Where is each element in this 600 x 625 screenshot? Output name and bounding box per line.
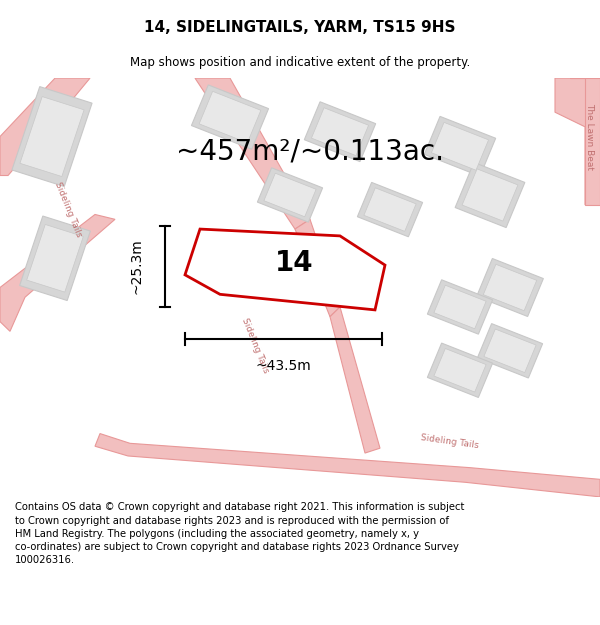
Polygon shape bbox=[434, 285, 486, 329]
Polygon shape bbox=[295, 219, 340, 317]
Polygon shape bbox=[434, 349, 486, 392]
Polygon shape bbox=[431, 122, 488, 170]
Polygon shape bbox=[264, 173, 316, 217]
Polygon shape bbox=[364, 188, 416, 231]
Polygon shape bbox=[484, 329, 536, 372]
Polygon shape bbox=[20, 97, 84, 176]
Text: Sideling Tails: Sideling Tails bbox=[53, 181, 83, 239]
Polygon shape bbox=[304, 102, 376, 162]
Text: ~25.3m: ~25.3m bbox=[130, 239, 144, 294]
Polygon shape bbox=[462, 169, 518, 221]
Polygon shape bbox=[257, 168, 323, 222]
Polygon shape bbox=[191, 85, 269, 149]
Polygon shape bbox=[311, 107, 368, 156]
Polygon shape bbox=[185, 229, 385, 310]
Text: Map shows position and indicative extent of the property.: Map shows position and indicative extent… bbox=[130, 56, 470, 69]
Polygon shape bbox=[570, 78, 600, 205]
Polygon shape bbox=[476, 259, 544, 316]
Text: Contains OS data © Crown copyright and database right 2021. This information is : Contains OS data © Crown copyright and d… bbox=[15, 503, 464, 565]
Text: Sideling Tails: Sideling Tails bbox=[240, 317, 270, 375]
Polygon shape bbox=[0, 78, 90, 176]
Polygon shape bbox=[0, 214, 115, 331]
Polygon shape bbox=[20, 216, 91, 301]
Text: ~43.5m: ~43.5m bbox=[256, 359, 311, 373]
Text: ~457m²/~0.113ac.: ~457m²/~0.113ac. bbox=[176, 137, 444, 165]
Polygon shape bbox=[478, 324, 542, 378]
Polygon shape bbox=[424, 116, 496, 176]
Polygon shape bbox=[330, 307, 380, 453]
Text: Sideling Tails: Sideling Tails bbox=[421, 433, 479, 450]
Polygon shape bbox=[199, 91, 261, 143]
Text: The Lawn Beat: The Lawn Beat bbox=[586, 103, 595, 170]
Text: 14, SIDELINGTAILS, YARM, TS15 9HS: 14, SIDELINGTAILS, YARM, TS15 9HS bbox=[144, 19, 456, 34]
Polygon shape bbox=[95, 434, 600, 497]
Text: 14: 14 bbox=[275, 249, 313, 278]
Polygon shape bbox=[358, 182, 422, 237]
Polygon shape bbox=[427, 280, 493, 334]
Polygon shape bbox=[455, 162, 525, 228]
Polygon shape bbox=[484, 264, 536, 311]
Polygon shape bbox=[195, 78, 310, 229]
Polygon shape bbox=[427, 343, 493, 398]
Polygon shape bbox=[555, 78, 600, 205]
Polygon shape bbox=[27, 224, 83, 292]
Polygon shape bbox=[12, 87, 92, 186]
